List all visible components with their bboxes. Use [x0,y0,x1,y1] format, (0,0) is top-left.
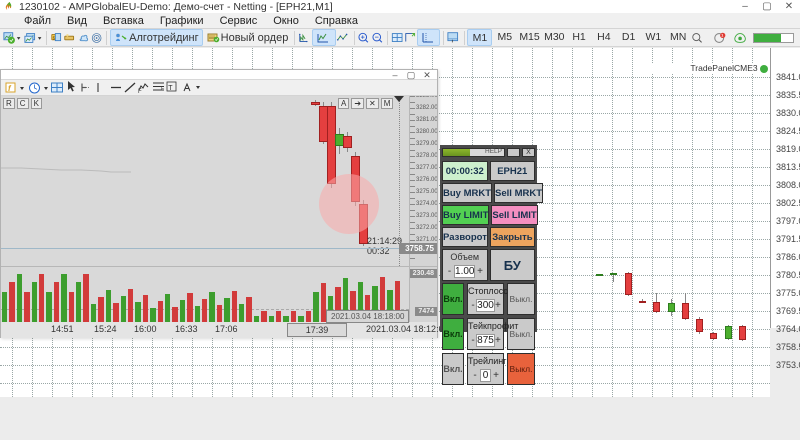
svg-text:F: F [138,89,142,94]
svg-text:T: T [168,85,173,92]
svg-text:F: F [161,86,164,92]
svg-text:1: 1 [721,33,723,37]
